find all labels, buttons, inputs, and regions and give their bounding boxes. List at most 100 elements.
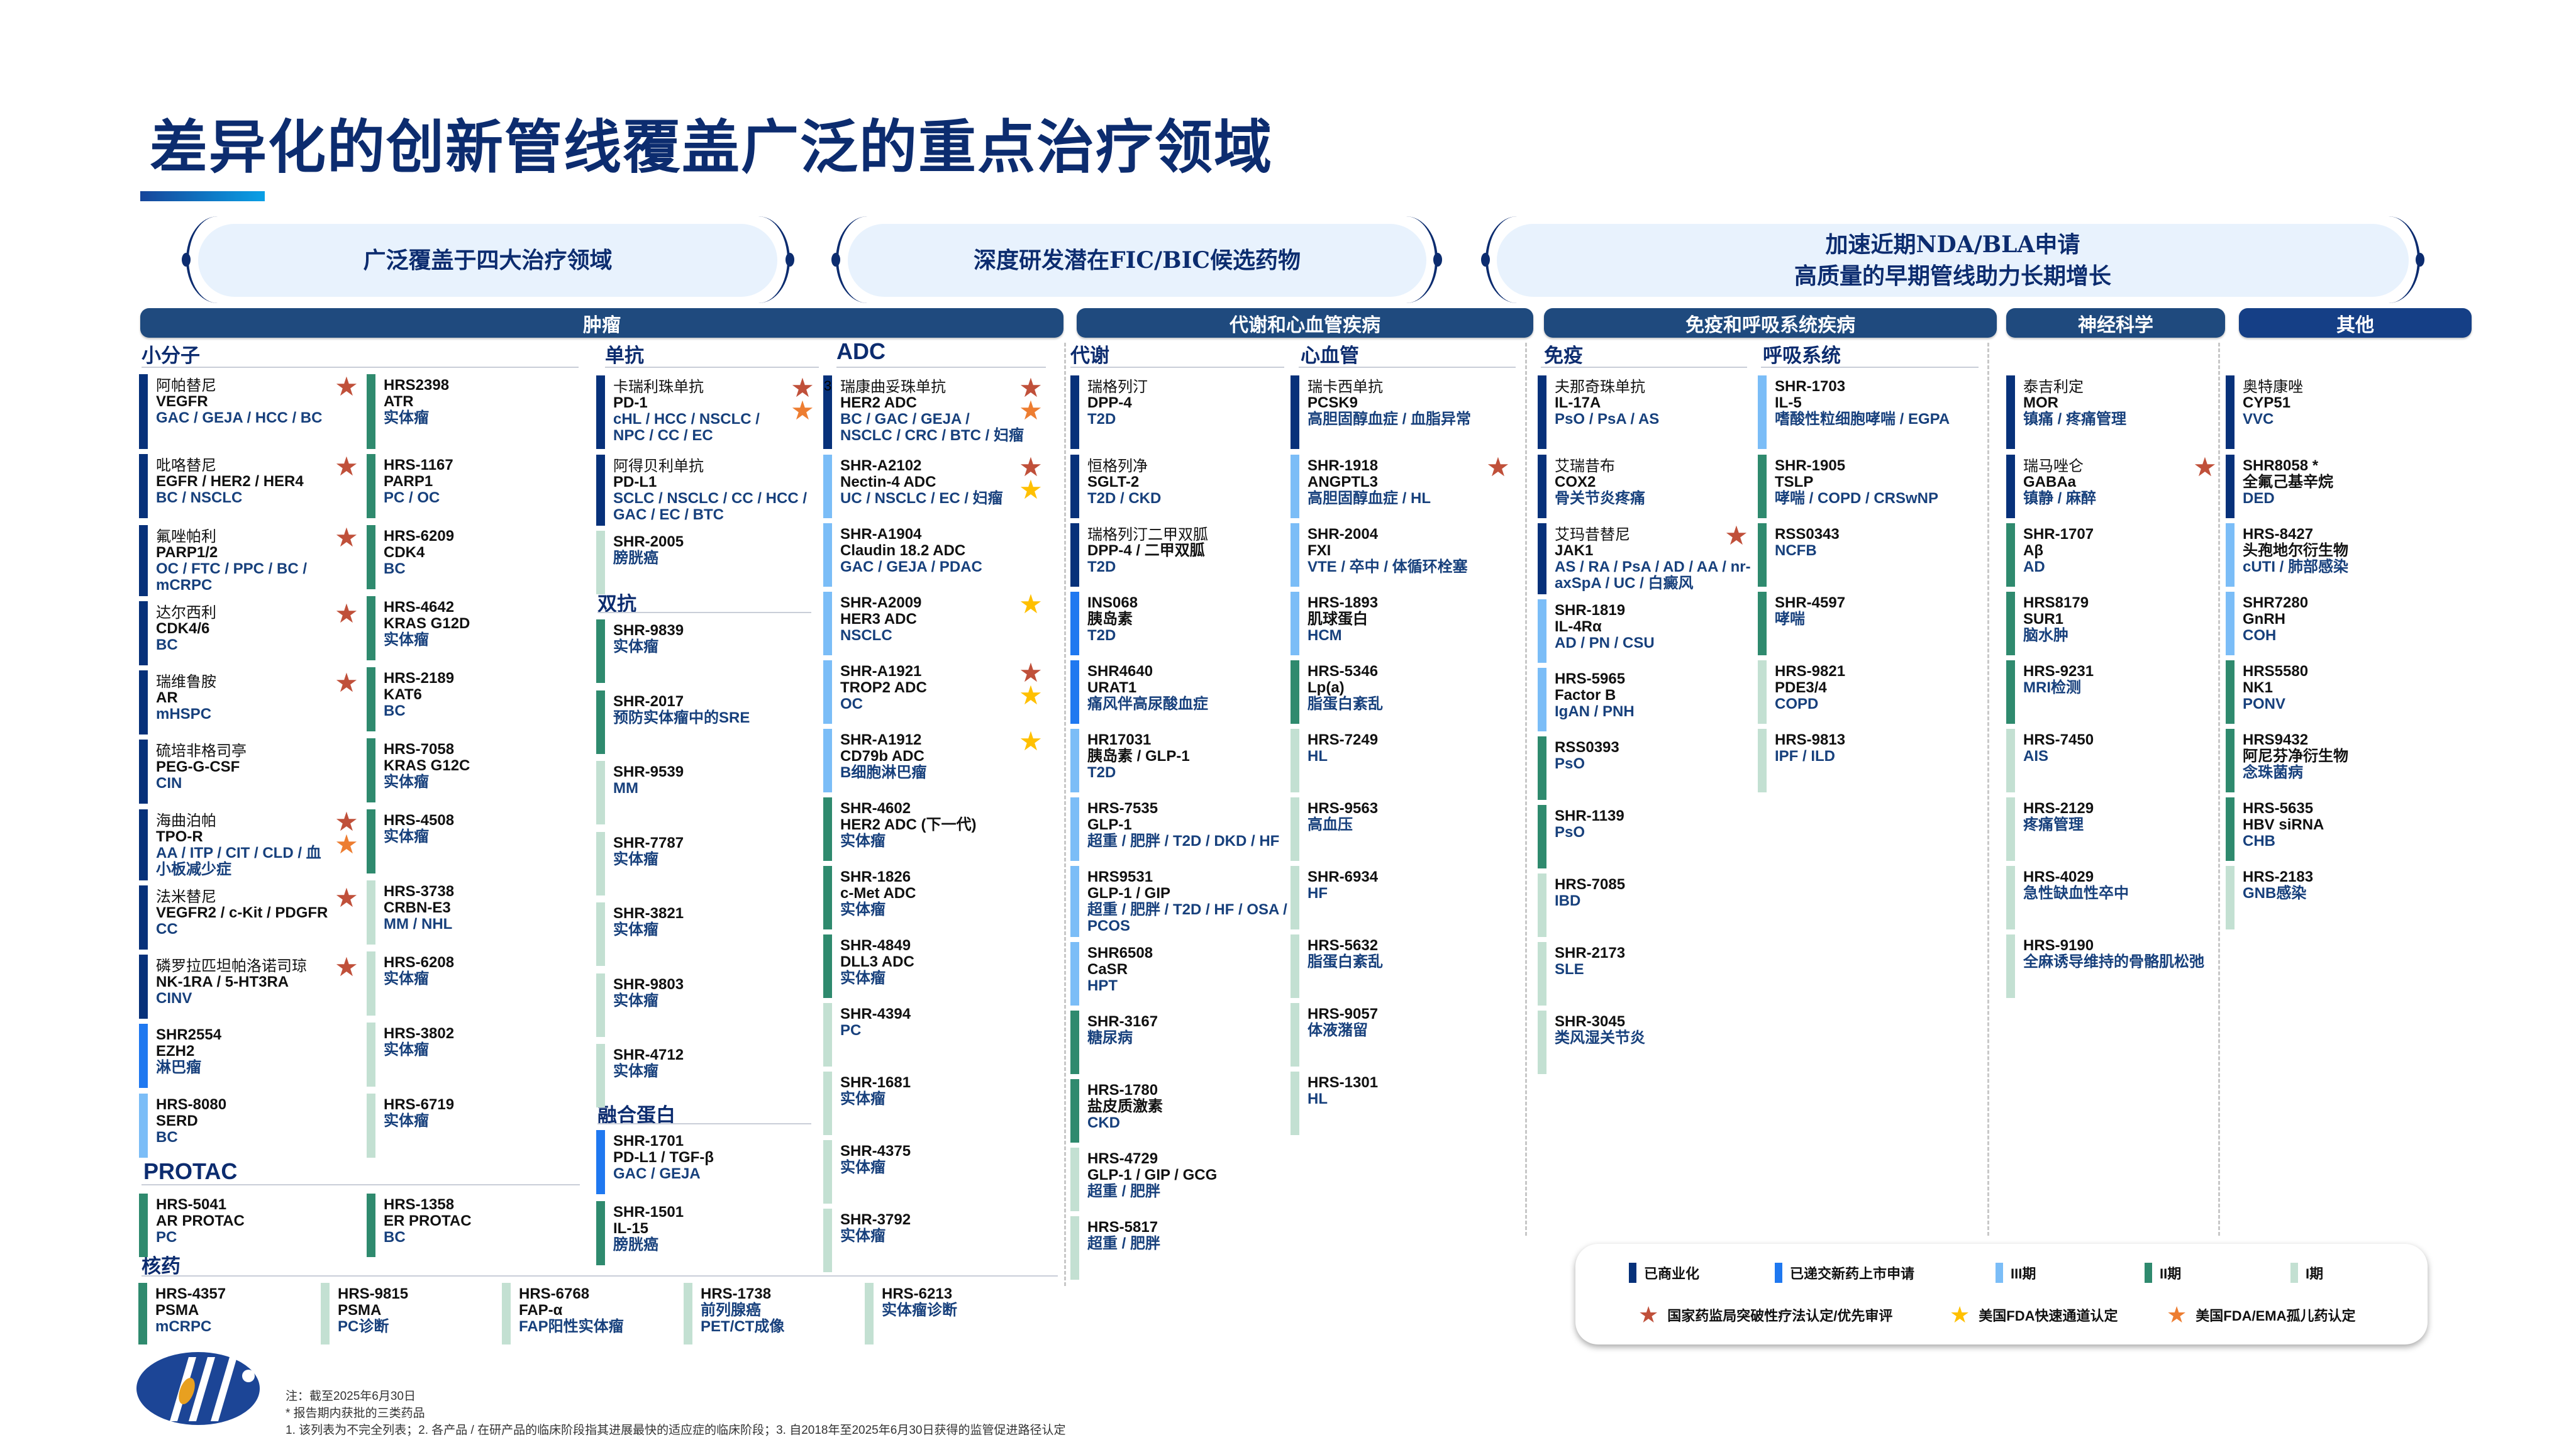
pipeline-card[interactable]: 恒格列净 SGLT-2 T2D / CKD xyxy=(1070,455,1298,518)
pipeline-card[interactable]: SHR-1139 PsO xyxy=(1538,805,1753,868)
pipeline-card[interactable]: RSS0393 PsO xyxy=(1538,736,1753,800)
pipeline-card[interactable]: SHR-A2009 HER3 ADC NSCLC ★ xyxy=(823,591,1054,655)
pipeline-card[interactable]: 3 瑞康曲妥珠单抗 HER2 ADC BC / GAC / GEJA / NSCLC … xyxy=(823,375,1054,449)
pipeline-card[interactable]: SHR-3045 类风湿关节炎 xyxy=(1538,1011,1753,1074)
pipeline-card[interactable]: HRS-7450 AIS xyxy=(2006,729,2215,792)
pipeline-card[interactable]: SHR-1681 实体瘤 xyxy=(823,1072,1054,1135)
pipeline-card[interactable]: RSS0343 NCFB xyxy=(1758,523,1985,587)
pipeline-card[interactable]: HRS2398 ATR 实体瘤 xyxy=(367,374,591,449)
pipeline-card[interactable]: HRS-4508 实体瘤 xyxy=(367,809,591,873)
pipeline-card[interactable]: SHR-4712 实体瘤 xyxy=(596,1044,814,1107)
pipeline-card[interactable]: HRS-1301 HL xyxy=(1291,1072,1518,1135)
pipeline-card[interactable]: 阿帕替尼 VEGFR GAC / GEJA / HCC / BC ★ xyxy=(139,374,364,449)
pipeline-card[interactable]: SHR-4849 DLL3 ADC 实体瘤 xyxy=(823,934,1054,998)
pipeline-card[interactable]: HRS-7535 GLP-1 超重 / 肥胖 / T2D / DKD / HF xyxy=(1070,797,1298,861)
pipeline-card[interactable]: HRS-1893 肌球蛋白 HCM xyxy=(1291,592,1518,655)
pipeline-card[interactable]: SHR-1826 c-Met ADC 实体瘤 xyxy=(823,866,1054,929)
pipeline-card[interactable]: SHR-1707 Aβ AD xyxy=(2006,523,2215,587)
pipeline-card[interactable]: HRS-5965 Factor B IgAN / PNH xyxy=(1538,668,1753,731)
pipeline-card[interactable]: HRS-4357 PSMA mCRPC xyxy=(138,1283,319,1344)
pipeline-card[interactable]: 瑞马唑仑 GABAa 镇静 / 麻醉 ★ xyxy=(2006,454,2217,518)
pipeline-card[interactable]: 瑞卡西单抗 PCSK9 高胆固醇血症 / 血脂异常 xyxy=(1291,375,1518,449)
pipeline-card[interactable]: SHR-A1904 Claudin 18.2 ADC GAC / GEJA / PD… xyxy=(823,523,1054,587)
pipeline-card[interactable]: HRS-8427 头孢地尔衍生物 cUTI / 肺部感染 xyxy=(2226,523,2469,587)
pipeline-card[interactable]: SHR-9839 实体瘤 xyxy=(596,619,814,683)
pipeline-card[interactable]: HRS-7058 KRAS G12C 实体瘤 xyxy=(367,738,591,802)
pipeline-card[interactable]: SHR-4602 HER2 ADC (下一代) 实体瘤 xyxy=(823,797,1054,861)
pipeline-card[interactable]: SHR4640 URAT1 痛风伴高尿酸血症 xyxy=(1070,660,1298,724)
pipeline-card[interactable]: SHR2554 EZH2 淋巴瘤 xyxy=(139,1024,364,1088)
pipeline-card[interactable]: HRS-9563 高血压 xyxy=(1291,797,1518,861)
pipeline-card[interactable]: 夫那奇珠单抗 IL-17A PsO / PsA / AS xyxy=(1538,375,1753,449)
pipeline-card[interactable]: 阿得贝利单抗 PD-L1 SCLC / NSCLC / CC / HCC / GAC… xyxy=(596,455,814,526)
pipeline-card[interactable]: HRS-6209 CDK4 BC xyxy=(367,525,591,589)
pipeline-card[interactable]: HRS-5041 AR PROTAC PC xyxy=(139,1194,364,1257)
pipeline-card[interactable]: 达尔西利 CDK4/6 BC ★ xyxy=(139,601,364,665)
pipeline-card[interactable]: SHR-9803 实体瘤 xyxy=(596,973,814,1037)
pipeline-card[interactable]: HRS-2189 KAT6 BC xyxy=(367,667,591,731)
pipeline-card[interactable]: HRS-4642 KRAS G12D 实体瘤 xyxy=(367,596,591,660)
pipeline-card[interactable]: SHR6508 CaSR HPT xyxy=(1070,942,1298,1006)
pipeline-card[interactable]: SHR-A2102 Nectin-4 ADC UC / NSCLC / EC / 妇… xyxy=(823,454,1054,518)
pipeline-card[interactable]: HRS-6208 实体瘤 xyxy=(367,951,591,1016)
pipeline-card[interactable]: HRS-7249 HL xyxy=(1291,729,1518,792)
pipeline-card[interactable]: SHR-A1912 CD79b ADC B细胞淋巴瘤 ★ xyxy=(823,728,1054,792)
pipeline-card[interactable]: SHR-1701 PD-L1 / TGF-β GAC / GEJA xyxy=(596,1130,814,1194)
pipeline-card[interactable]: SHR7280 GnRH COH xyxy=(2226,592,2469,655)
pipeline-card[interactable]: HRS-1780 盐皮质激素 CKD xyxy=(1070,1079,1298,1143)
pipeline-card[interactable]: SHR-2017 预防实体瘤中的SRE xyxy=(596,690,814,754)
pipeline-card[interactable]: HRS-9057 体液潴留 xyxy=(1291,1003,1518,1067)
pipeline-card[interactable]: SHR-4394 PC xyxy=(823,1003,1054,1067)
pipeline-card[interactable]: SHR-4375 实体瘤 xyxy=(823,1140,1054,1204)
pipeline-card[interactable]: 氟唑帕利 PARP1/2 OC / FTC / PPC / BC / mCRPC ★ xyxy=(139,524,364,596)
pipeline-card[interactable]: HRS-9813 IPF / ILD xyxy=(1758,729,1985,792)
pipeline-card[interactable]: INS068 胰岛素 T2D xyxy=(1070,592,1298,655)
pipeline-card[interactable]: HRS-9821 PDE3/4 COPD xyxy=(1758,660,1985,724)
pipeline-card[interactable]: HRS-6768 FAP-α FAP阳性实体瘤 xyxy=(502,1283,682,1344)
pipeline-card[interactable]: 瑞格列汀二甲双胍 DPP-4 / 二甲双胍 T2D xyxy=(1070,523,1298,587)
pipeline-card[interactable]: 瑞维鲁胺 AR mHSPC ★ xyxy=(139,670,364,735)
pipeline-card[interactable]: HRS-3738 CRBN-E3 MM / NHL xyxy=(367,880,591,945)
pipeline-card[interactable]: HRS-4729 GLP-1 / GIP / GCG 超重 / 肥胖 xyxy=(1070,1148,1298,1211)
pipeline-card[interactable]: HRS-6719 实体瘤 xyxy=(367,1094,591,1158)
pipeline-card[interactable]: HRS-5817 超重 / 肥胖 xyxy=(1070,1216,1298,1280)
pipeline-card[interactable]: HRS-1167 PARP1 PC / OC xyxy=(367,454,591,518)
pipeline-card[interactable]: HRS5580 NK1 PONV xyxy=(2226,660,2469,724)
pipeline-card[interactable]: SHR-2004 FXI VTE / 卒中 / 体循环栓塞 xyxy=(1291,523,1518,587)
pipeline-card[interactable]: SHR-1703 IL-5 嗜酸性粒细胞哮喘 / EGPA xyxy=(1758,375,1985,449)
pipeline-card[interactable]: SHR-7787 实体瘤 xyxy=(596,831,814,895)
pipeline-card[interactable]: HRS-7085 IBD xyxy=(1538,873,1753,937)
pipeline-card[interactable]: SHR-2173 SLE xyxy=(1538,942,1753,1006)
pipeline-card[interactable]: HRS-1358 ER PROTAC BC xyxy=(367,1194,591,1257)
pipeline-card[interactable]: 吡咯替尼 EGFR / HER2 / HER4 BC / NSCLC ★ xyxy=(139,453,364,518)
pipeline-card[interactable]: SHR-A1921 TROP2 ADC OC ★ ★ xyxy=(823,660,1054,724)
pipeline-card[interactable]: 瑞格列汀 DPP-4 T2D xyxy=(1070,375,1298,449)
pipeline-card[interactable]: SHR-1905 TSLP 哮喘 / COPD / CRSwNP xyxy=(1758,455,1985,518)
pipeline-card[interactable]: HRS-8080 SERD BC xyxy=(139,1094,364,1158)
pipeline-card[interactable]: SHR-3821 实体瘤 xyxy=(596,902,814,966)
pipeline-card[interactable]: SHR8058 * 全氟己基辛烷 DED xyxy=(2226,455,2469,518)
pipeline-card[interactable]: 泰吉利定 MOR 镇痛 / 疼痛管理 xyxy=(2006,375,2215,449)
pipeline-card[interactable]: HRS-6213 实体瘤诊断 xyxy=(865,1283,1045,1344)
pipeline-card[interactable]: SHR-9539 MM xyxy=(596,761,814,824)
pipeline-card[interactable]: HRS9531 GLP-1 / GIP 超重 / 肥胖 / T2D / HF / O… xyxy=(1070,866,1298,937)
pipeline-card[interactable]: HRS-5346 Lp(a) 脂蛋白紊乱 xyxy=(1291,660,1518,724)
pipeline-card[interactable]: HRS-5635 HBV siRNA CHB xyxy=(2226,797,2469,861)
pipeline-card[interactable]: SHR-1501 IL-15 膀胱癌 xyxy=(596,1201,814,1265)
pipeline-card[interactable]: 艾瑞昔布 COX2 骨关节炎疼痛 xyxy=(1538,455,1753,518)
pipeline-card[interactable]: HRS-9190 全麻诱导维持的骨骼肌松弛 xyxy=(2006,934,2215,998)
pipeline-card[interactable]: SHR-1918 ANGPTL3 高胆固醇血症 / HL ★ xyxy=(1291,454,1518,518)
pipeline-card[interactable]: SHR-3792 实体瘤 xyxy=(823,1209,1054,1272)
pipeline-card[interactable]: 奥特康唑 CYP51 VVC xyxy=(2226,375,2469,449)
pipeline-card[interactable]: 磷罗拉匹坦帕洛诺司琼 NK-1RA / 5-HT3RA CINV ★ xyxy=(139,954,364,1019)
pipeline-card[interactable]: HRS-5632 脂蛋白紊乱 xyxy=(1291,934,1518,998)
pipeline-card[interactable]: HR17031 胰岛素 / GLP-1 T2D xyxy=(1070,729,1298,792)
pipeline-card[interactable]: SHR-1819 IL-4Rα AD / PN / CSU xyxy=(1538,599,1753,663)
pipeline-card[interactable]: 法米替尼 VEGFR2 / c-Kit / PDGFR CC ★ xyxy=(139,885,364,950)
pipeline-card[interactable]: 硫培非格司亭 PEG-G-CSF CIN xyxy=(139,740,364,804)
pipeline-card[interactable]: SHR-4597 哮喘 xyxy=(1758,592,1985,655)
pipeline-card[interactable]: SHR-2005 膀胱癌 xyxy=(596,531,814,594)
pipeline-card[interactable]: HRS-2183 GNB感染 xyxy=(2226,866,2469,929)
pipeline-card[interactable]: HRS9432 阿尼芬净衍生物 念珠菌病 xyxy=(2226,729,2469,792)
pipeline-card[interactable]: HRS-3802 实体瘤 xyxy=(367,1023,591,1087)
